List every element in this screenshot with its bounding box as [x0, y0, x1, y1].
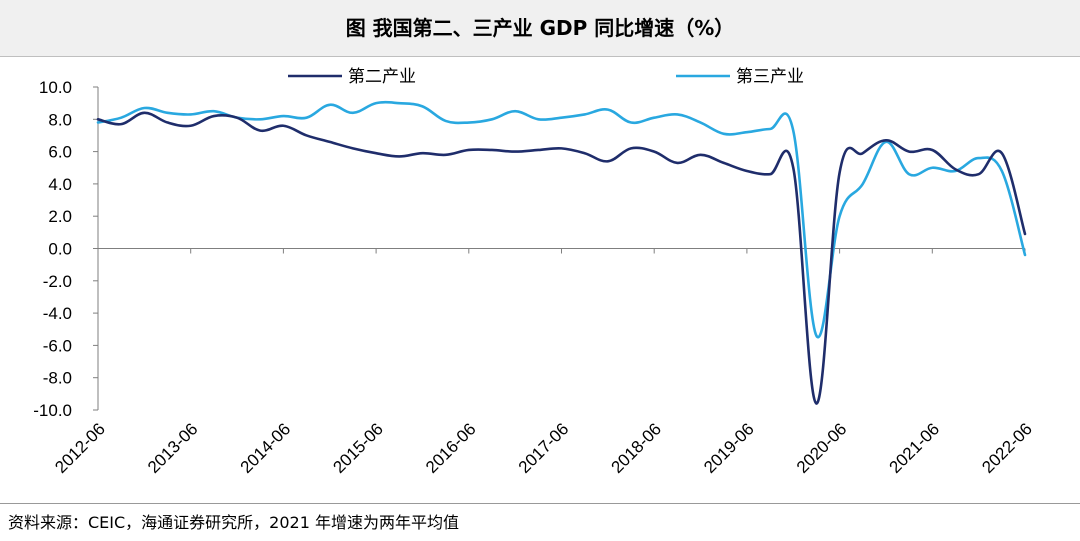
y-tick-label: -6.0 [43, 336, 72, 355]
x-tick-label: 2017-06 [515, 419, 573, 477]
chart-title: 图 我国第二、三产业 GDP 同比增速（%） [345, 16, 735, 40]
y-tick-label: -8.0 [43, 369, 72, 388]
y-tick-label: -10.0 [33, 401, 72, 420]
source-note: 资料来源：CEIC，海通证券研究所，2021 年增速为两年平均值 [8, 513, 459, 532]
y-tick-label: 4.0 [48, 175, 72, 194]
x-tick-label: 2021-06 [886, 419, 944, 477]
x-tick-label: 2015-06 [329, 419, 387, 477]
x-tick-label: 2022-06 [978, 419, 1036, 477]
y-tick-label: -2.0 [43, 272, 72, 291]
y-tick-label: 10.0 [39, 78, 72, 97]
x-tick-label: 2014-06 [237, 419, 295, 477]
y-tick-label: 8.0 [48, 110, 72, 129]
legend-label: 第二产业 [348, 67, 416, 87]
x-tick-label: 2020-06 [793, 419, 851, 477]
y-tick-label: 2.0 [48, 207, 72, 226]
line-chart: 10.0 8.0 6.0 4.0 2.0 0.0 -2.0 -4.0 -6.0 -8.0 -10.0… [33, 67, 1036, 477]
series-line-secondary-industry [96, 111, 1027, 405]
source-divider [0, 503, 1080, 504]
series-line-tertiary-industry [96, 100, 1027, 339]
title-bar [0, 0, 1080, 57]
x-tick-label: 2012-06 [51, 419, 109, 477]
y-tick-label: -4.0 [43, 304, 72, 323]
y-tick-label: 0.0 [48, 240, 72, 259]
x-tick-label: 2013-06 [144, 419, 202, 477]
x-tick-label: 2018-06 [607, 419, 665, 477]
x-tick-label: 2016-06 [422, 419, 480, 477]
x-tick-label: 2019-06 [700, 419, 758, 477]
y-tick-label: 6.0 [48, 143, 72, 162]
legend-label: 第三产业 [736, 67, 804, 87]
